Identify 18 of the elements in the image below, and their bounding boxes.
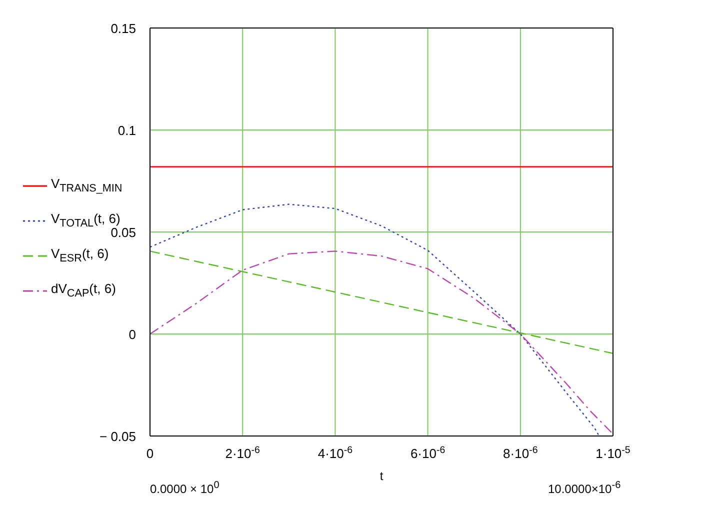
legend-label: dV$_{CAP}$(t, 6) [51, 281, 116, 300]
y-tick-label: 0.1 [118, 123, 136, 138]
y-tick-label: − 0.05 [99, 429, 136, 444]
y-tick-label: 0.05 [110, 225, 136, 240]
y-tick-label: 0 [128, 327, 136, 342]
x-tick-label: 0 [146, 446, 154, 461]
x-tick-label: 4·10$^{-6}$ [318, 444, 353, 461]
x-tick-label: 2·10$^{-6}$ [225, 444, 260, 461]
line-series [150, 204, 600, 436]
text: 10.0000×10$^{-6}$ [548, 480, 621, 496]
x-tick-label: 1·10$^{-5}$ [596, 444, 631, 461]
x-tick-label: 6·10$^{-6}$ [410, 444, 446, 461]
legend-label: V$_{ESR}$(t, 6) [51, 246, 109, 265]
x-axis-title: t [380, 469, 384, 483]
x-tick-label: 8·10$^{-6}$ [503, 444, 538, 461]
y-tick-label: 0.15 [110, 21, 136, 36]
text: 0.0000 × 10$^{0}$ [150, 480, 220, 496]
legend-label: V$_{TRANS_MIN}$ [51, 176, 122, 195]
